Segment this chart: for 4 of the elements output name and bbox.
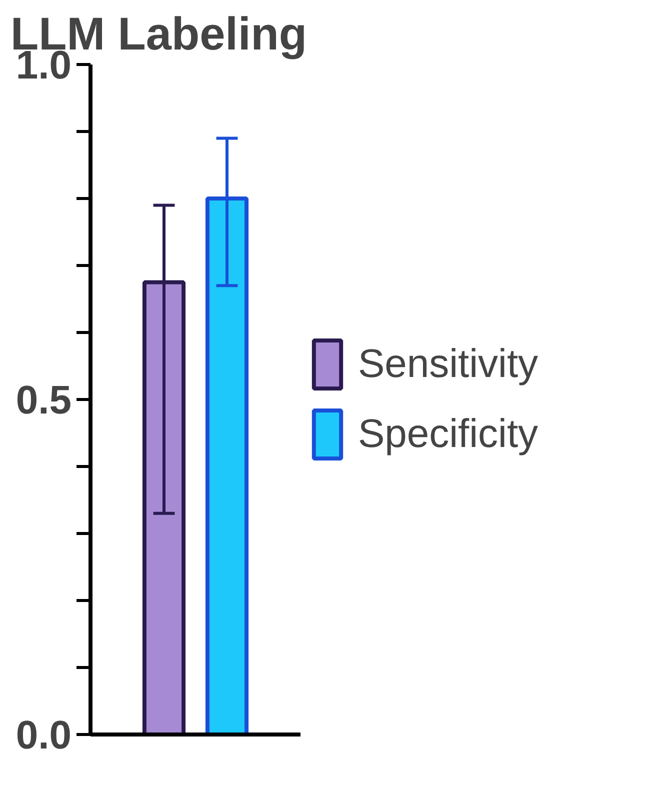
y-tick-label: 0.5 — [16, 378, 72, 422]
y-tick-label: 0.0 — [16, 714, 72, 758]
legend-label: Sensitivity — [358, 340, 538, 388]
legend-label: Specificity — [358, 410, 538, 458]
